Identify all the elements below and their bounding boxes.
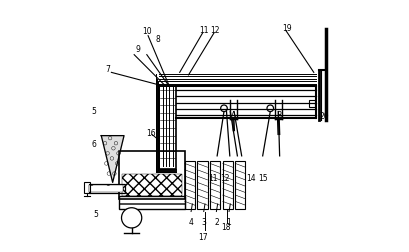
Bar bbox=[83, 183, 90, 193]
Text: 16: 16 bbox=[146, 129, 155, 138]
Bar bbox=[121, 174, 182, 197]
Text: 12: 12 bbox=[220, 173, 229, 182]
Text: B: B bbox=[276, 110, 281, 119]
Circle shape bbox=[220, 106, 227, 112]
Bar bbox=[308, 101, 314, 107]
Text: 10: 10 bbox=[142, 27, 151, 36]
Text: 3: 3 bbox=[201, 217, 206, 226]
Text: 8: 8 bbox=[155, 35, 160, 44]
Text: 11: 11 bbox=[207, 173, 217, 182]
Text: 17: 17 bbox=[198, 232, 207, 241]
Circle shape bbox=[266, 106, 273, 112]
Bar bbox=[222, 161, 232, 209]
Bar bbox=[119, 151, 184, 199]
Text: 5: 5 bbox=[94, 209, 99, 218]
Text: A: A bbox=[230, 110, 236, 119]
Text: 6: 6 bbox=[91, 139, 96, 148]
Text: 11: 11 bbox=[198, 26, 208, 35]
Bar bbox=[159, 87, 175, 169]
Text: 12: 12 bbox=[210, 26, 219, 35]
Bar bbox=[235, 161, 245, 209]
Text: 9: 9 bbox=[135, 45, 140, 54]
Bar bbox=[88, 184, 125, 193]
Text: 1: 1 bbox=[226, 217, 231, 226]
Text: 7: 7 bbox=[105, 65, 110, 74]
Bar bbox=[209, 161, 220, 209]
Text: 4: 4 bbox=[188, 217, 193, 226]
Text: 5: 5 bbox=[91, 106, 96, 115]
Text: 20: 20 bbox=[319, 111, 328, 120]
Circle shape bbox=[121, 208, 142, 228]
Text: 14: 14 bbox=[245, 173, 255, 182]
Bar bbox=[119, 197, 184, 209]
Text: 19: 19 bbox=[282, 24, 291, 33]
Text: 2: 2 bbox=[213, 217, 218, 226]
Bar bbox=[197, 161, 207, 209]
Text: 15: 15 bbox=[258, 173, 267, 182]
Text: 18: 18 bbox=[220, 222, 230, 231]
Polygon shape bbox=[101, 136, 124, 183]
Bar bbox=[89, 185, 123, 192]
Bar bbox=[184, 161, 194, 209]
